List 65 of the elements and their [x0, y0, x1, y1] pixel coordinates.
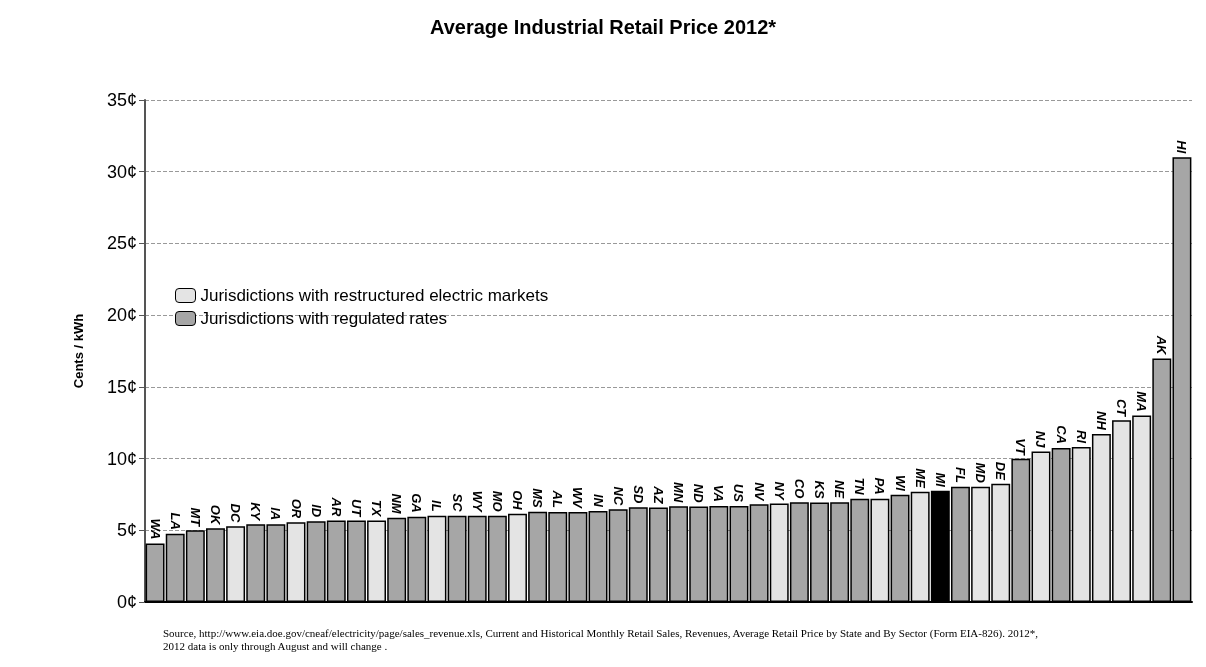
x-tick-label: OR	[288, 498, 304, 519]
x-tick-label: OK	[207, 504, 223, 526]
x-tick-label: PA	[872, 477, 888, 495]
x-tick-label: MI	[932, 472, 948, 488]
x-tick-label: CA	[1053, 425, 1069, 444]
x-tick-label: MN	[671, 482, 687, 503]
x-tick-label: HI	[1174, 140, 1190, 154]
x-tick-label: MS	[530, 488, 546, 508]
y-tick-label: 25¢	[106, 233, 137, 254]
x-tick-label: WI	[892, 474, 908, 492]
x-tick-label: AK	[1154, 334, 1170, 357]
y-tick-label: 5¢	[116, 520, 137, 541]
y-tick-label: 35¢	[106, 90, 137, 110]
x-tick-label: TX	[369, 499, 385, 518]
x-tick-label: OH	[509, 490, 525, 511]
x-tick-label: NC	[610, 486, 626, 506]
x-tick-label: KY	[248, 502, 264, 522]
x-tick-label: TN	[852, 477, 868, 496]
chart-title: Average Industrial Retail Price 2012*	[429, 16, 777, 38]
x-tick-label: GA	[409, 493, 425, 513]
x-tick-label: SD	[630, 485, 646, 504]
legend-label: Jurisdictions with regulated rates	[200, 309, 448, 328]
x-tick-label: AR	[328, 496, 344, 517]
x-tick-label: NM	[389, 493, 405, 515]
x-tick-label: NH	[1093, 411, 1109, 431]
x-tick-label: DE	[993, 461, 1009, 481]
y-tick-label: 30¢	[106, 161, 137, 182]
x-tick-label: MA	[1134, 391, 1150, 412]
x-tick-label: IL	[429, 500, 445, 512]
x-tick-label: MD	[973, 462, 989, 484]
x-tick-label: NJ	[1033, 430, 1049, 449]
y-tick-label: 0¢	[116, 592, 137, 612]
y-tick-label: 10¢	[106, 448, 137, 469]
x-tick-label: VT	[1013, 438, 1029, 456]
x-tick-label: MO	[489, 490, 505, 512]
x-tick-label: WY	[469, 490, 485, 513]
x-tick-label: ME	[912, 468, 928, 489]
x-tick-label: RI	[1073, 430, 1089, 444]
x-tick-label: NY	[771, 481, 787, 501]
x-tick-label: FL	[952, 466, 968, 483]
x-tick-label: WA	[147, 518, 163, 540]
x-tick-label: AZ	[650, 485, 666, 505]
legend-label: Jurisdictions with restructured electric markets	[200, 286, 549, 305]
y-axis-title: Cents / kWh	[71, 313, 86, 389]
x-tick-label: IN	[590, 493, 606, 508]
x-tick-label: MT	[187, 507, 203, 528]
y-tick-label: 20¢	[106, 305, 137, 326]
x-tick-label: UT	[348, 499, 364, 518]
x-tick-label: DC	[228, 503, 244, 523]
x-tick-label: US	[731, 483, 747, 503]
x-tick-label: VA	[711, 484, 727, 502]
x-tick-label: ID	[308, 504, 324, 518]
y-tick-label: 15¢	[106, 376, 137, 397]
x-tick-label: ND	[691, 483, 707, 504]
x-tick-label: SC	[449, 493, 465, 513]
x-tick-label: LA	[167, 512, 183, 530]
x-tick-label: WV	[570, 486, 586, 510]
x-tick-label: IA	[268, 507, 284, 521]
x-tick-label: NE	[832, 480, 848, 499]
source-note: Source, http://www.eia.doe.gov/cneaf/electricity/page/sales_revenue.xls, Current and Historical Monthly Retail Sales, Revenues, Average Retail Price by State and By Sector (Form EIA-826). 2012*, 2012 data is only through August and will change .	[163, 626, 1041, 652]
x-tick-label: KS	[812, 480, 828, 499]
x-tick-label: CT	[1114, 398, 1130, 418]
x-tick-label: NV	[751, 482, 767, 502]
x-tick-label: CO	[791, 478, 807, 499]
x-tick-label: AL	[550, 489, 566, 508]
